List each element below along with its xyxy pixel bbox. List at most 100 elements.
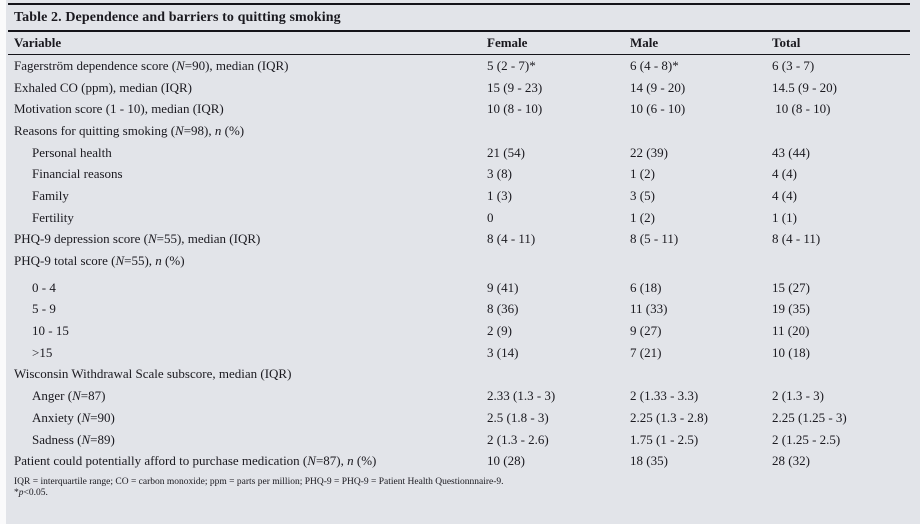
row-label-cell: Motivation score (1 - 10), median (IQR) [14,101,224,117]
male-value-cell: 2 (1.33 - 3.3) [630,388,699,404]
male-value-cell [630,364,772,386]
row-label-cell: Patient could potentially afford to purc… [14,453,377,469]
male-value-cell [630,120,772,142]
female-value-cell: 2 (9) [487,323,512,339]
total-value-cell: 10 (18) [772,344,810,360]
female-value-cell: 8 (4 - 11) [487,231,536,247]
female-value-cell: 2.5 (1.8 - 3) [487,409,549,425]
row-label-cell: Fertility [32,209,74,225]
total-value-cell: 19 (35) [772,301,810,317]
female-value-cell: 8 (36) [487,301,519,317]
row-label-cell: Reasons for quitting smoking (N=98), n (… [14,122,245,138]
table-row: Personal health 21 (54) 22 (39) 43 (44) [8,142,910,164]
male-value-cell [630,250,772,272]
row-label-cell: Sadness (N=89) [32,431,115,447]
row-label-cell: 5 - 9 [32,301,56,317]
row-label-cell: Anxiety (N=90) [32,409,115,425]
male-value-cell: 6 (4 - 8)* [630,57,679,73]
table-row: 0 - 4 9 (41) 6 (18) 15 (27) [8,272,910,299]
female-value-cell [487,250,630,272]
total-value-cell: 10 (8 - 10) [772,101,831,117]
total-value-cell: 8 (4 - 11) [772,231,821,247]
row-label-cell: Family [32,187,69,203]
table-figure: Table 2. Dependence and barriers to quit… [6,0,920,524]
row-label-cell: Exhaled CO (ppm), median (IQR) [14,79,192,95]
male-value-cell: 22 (39) [630,144,668,160]
row-label-cell: Personal health [32,144,112,160]
female-value-cell: 1 (3) [487,187,512,203]
total-value-cell: 14.5 (9 - 20) [772,79,837,95]
column-header-female: Female [487,31,630,55]
female-value-cell: 3 (8) [487,166,512,182]
total-value-cell: 2 (1.3 - 3) [772,388,824,404]
table-body: Fagerström dependence score (N=90), medi… [8,55,910,473]
male-value-cell: 7 (21) [630,344,662,360]
table-row: Reasons for quitting smoking (N=98), n (… [8,120,910,142]
table-row: Motivation score (1 - 10), median (IQR) … [8,98,910,120]
female-value-cell [487,364,630,386]
female-value-cell: 2 (1.3 - 2.6) [487,431,549,447]
row-label-cell: >15 [32,344,53,360]
column-header-male: Male [630,31,772,55]
total-value-cell: 6 (3 - 7) [772,57,815,73]
table-title: Table 2. Dependence and barriers to quit… [14,10,341,25]
male-value-cell: 18 (35) [630,453,668,469]
male-value-cell: 6 (18) [630,279,662,295]
column-header-variable: Variable [8,31,487,55]
male-value-cell: 9 (27) [630,323,662,339]
table-row: Financial reasons 3 (8) 1 (2) 4 (4) [8,163,910,185]
male-value-cell: 11 (33) [630,301,668,317]
female-value-cell: 15 (9 - 23) [487,79,543,95]
row-label-cell: PHQ-9 depression score (N=55), median (I… [14,231,261,247]
female-value-cell: 2.33 (1.3 - 3) [487,388,556,404]
row-label-cell: Wisconsin Withdrawal Scale subscore, med… [14,366,292,382]
male-value-cell: 1 (2) [630,209,655,225]
total-value-cell: 4 (4) [772,166,797,182]
row-label-cell: Fagerström dependence score (N=90), medi… [14,57,289,73]
total-value-cell [772,364,910,386]
total-value-cell: 2.25 (1.25 - 3) [772,409,847,425]
table-row: PHQ-9 depression score (N=55), median (I… [8,229,910,251]
total-value-cell: 2 (1.25 - 2.5) [772,431,841,447]
female-value-cell: 10 (28) [487,453,525,469]
male-value-cell: 1.75 (1 - 2.5) [630,431,699,447]
female-value-cell: 0 [487,209,494,225]
table-row: Exhaled CO (ppm), median (IQR) 15 (9 - 2… [8,77,910,99]
total-value-cell: 15 (27) [772,279,810,295]
male-value-cell: 8 (5 - 11) [630,231,679,247]
table-row: 5 - 9 8 (36) 11 (33) 19 (35) [8,299,910,321]
female-value-cell [487,120,630,142]
female-value-cell: 10 (8 - 10) [487,101,543,117]
row-label-cell: PHQ-9 total score (N=55), n (%) [14,253,185,269]
top-rule [8,3,910,5]
male-value-cell: 1 (2) [630,166,655,182]
table-row: 10 - 15 2 (9) 9 (27) 11 (20) [8,320,910,342]
column-header-total: Total [772,31,910,55]
female-value-cell: 3 (14) [487,344,519,360]
table-row: Wisconsin Withdrawal Scale subscore, med… [8,364,910,386]
total-value-cell: 1 (1) [772,209,797,225]
male-value-cell: 2.25 (1.3 - 2.8) [630,409,708,425]
row-label-cell: Financial reasons [32,166,123,182]
table-row: Family 1 (3) 3 (5) 4 (4) [8,185,910,207]
header-row: Variable Female Male Total [8,31,910,55]
male-value-cell: 14 (9 - 20) [630,79,686,95]
footnotes: IQR = interquartile range; CO = carbon m… [8,477,910,498]
female-value-cell: 9 (41) [487,279,519,295]
footnote-significance: *p<0.05. [14,487,48,498]
table-row: Anxiety (N=90) 2.5 (1.8 - 3) 2.25 (1.3 -… [8,407,910,429]
female-value-cell: 21 (54) [487,144,525,160]
total-value-cell: 28 (32) [772,453,810,469]
row-label-cell: 10 - 15 [32,323,69,339]
row-label-cell: Anger (N=87) [32,388,106,404]
table-row: Sadness (N=89) 2 (1.3 - 2.6) 1.75 (1 - 2… [8,429,910,451]
total-value-cell [772,250,910,272]
table-row: Fagerström dependence score (N=90), medi… [8,55,910,77]
male-value-cell: 3 (5) [630,187,655,203]
table-row: Fertility 0 1 (2) 1 (1) [8,207,910,229]
table-row: Patient could potentially afford to purc… [8,450,910,472]
footnote-abbreviations: IQR = interquartile range; CO = carbon m… [14,477,504,488]
total-value-cell: 11 (20) [772,323,810,339]
total-value-cell [772,120,910,142]
total-value-cell: 4 (4) [772,187,797,203]
